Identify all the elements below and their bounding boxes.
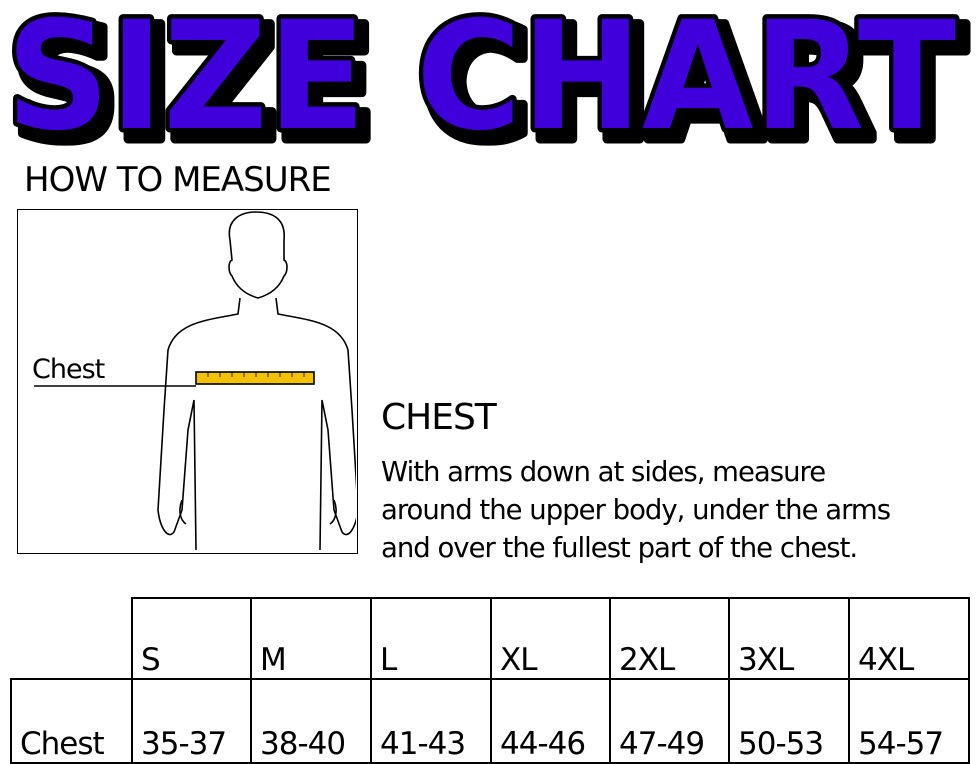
- size-header: L: [370, 597, 492, 680]
- corner-cell: [11, 598, 132, 680]
- measure-figure: [17, 209, 359, 554]
- size-header: XL: [490, 597, 611, 680]
- size-header: 4XL: [848, 597, 970, 680]
- size-header: S: [131, 597, 252, 680]
- chest-figure-label: Chest: [32, 354, 105, 385]
- size-table: S M L XL 2XL 3XL 4XL Chest 35-37 38-40 4…: [10, 597, 970, 764]
- row-label: Chest: [10, 678, 133, 764]
- table-cell: 38-40: [250, 678, 372, 764]
- size-chart-title: SIZE CHART: [2, 0, 961, 150]
- size-header: 2XL: [609, 597, 730, 680]
- chest-instructions-text: With arms down at sides, measure around …: [381, 453, 978, 567]
- table-cell: 50-53: [728, 678, 850, 764]
- title-text: SIZE CHART: [6, 0, 956, 150]
- size-header: 3XL: [728, 597, 850, 680]
- table-cell: 44-46: [490, 678, 611, 764]
- table-row: Chest 35-37 38-40 41-43 44-46 47-49 50-5…: [10, 678, 970, 764]
- table-cell: 41-43: [370, 678, 492, 764]
- size-header-row: S M L XL 2XL 3XL 4XL: [11, 597, 970, 680]
- chest-instructions-heading: CHEST: [381, 397, 497, 438]
- instruction-line: and over the fullest part of the chest.: [381, 532, 858, 564]
- table-cell: 35-37: [131, 678, 252, 764]
- instruction-line: With arms down at sides, measure: [381, 456, 826, 488]
- table-cell: 47-49: [609, 678, 730, 764]
- how-to-measure-heading: HOW TO MEASURE: [24, 160, 332, 200]
- size-header: M: [250, 597, 372, 680]
- instruction-line: around the upper body, under the arms: [381, 494, 891, 526]
- body-outline-illustration: [34, 211, 359, 551]
- table-cell: 54-57: [848, 678, 970, 764]
